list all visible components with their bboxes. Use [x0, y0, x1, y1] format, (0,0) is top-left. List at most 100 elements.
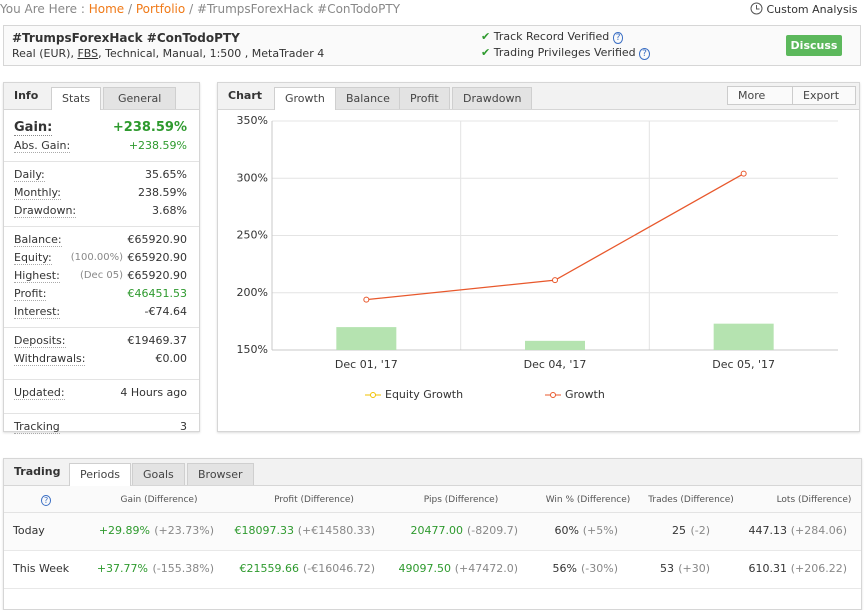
stat-value: 4 Hours ago — [120, 386, 187, 399]
cell-diff: (-8209.7) — [466, 524, 518, 537]
table-row — [4, 513, 861, 551]
table-row — [4, 551, 861, 589]
column-header: Lots (Difference) — [776, 495, 852, 505]
period-label: This Week — [13, 562, 70, 575]
verified: ✔ Track Record Verified ? — [481, 30, 624, 44]
stat-label: Daily: — [14, 168, 45, 182]
tab[interactable]: Drawdown — [452, 87, 533, 109]
stat-label: Withdrawals: — [14, 352, 86, 366]
breadcrumb-link[interactable]: Portfolio — [135, 2, 186, 16]
subtitle-text: Real (EUR), — [12, 47, 78, 60]
help-icon: ? — [41, 495, 52, 506]
cell-diff: (-30%) — [580, 562, 618, 575]
stat-label: Interest: — [14, 305, 61, 319]
tab[interactable]: Periods — [69, 463, 132, 486]
stat-label: Drawdown: — [14, 204, 77, 218]
breadcrumb-link[interactable]: Home — [88, 2, 125, 16]
breadcrumb-prefix: You Are Here : — [0, 2, 85, 16]
cell-value: 49097.50 — [398, 562, 452, 575]
tab[interactable]: Browser — [187, 463, 254, 485]
help-icon[interactable]: ? — [612, 32, 624, 44]
stat-value: €46451.53 — [127, 287, 188, 300]
column-header: Gain (Difference) — [120, 495, 198, 505]
stat-value: 238.59% — [138, 186, 187, 199]
more-button[interactable]: More — [727, 86, 794, 105]
clock-icon — [750, 2, 763, 15]
cell-value: 60% — [554, 524, 579, 537]
cell-value: €18097.33 — [234, 524, 295, 537]
cell-diff: (-€16046.72) — [302, 562, 375, 575]
stat-label: Updated: — [14, 386, 65, 400]
separator — [4, 327, 199, 328]
breadcrumb-current: #TrumpsForexHack #ConTodoPTY — [196, 2, 401, 16]
subtitle-text: , Technical, Manual, 1:500 , MetaTrader … — [98, 47, 325, 60]
header: #TrumpsForexHack #ConTodoPTY Real (EUR),… — [3, 25, 861, 66]
panel-label: Info — [14, 89, 39, 102]
custom-analysis-label[interactable]: Custom Analysis — [766, 3, 858, 16]
cell-diff: (+23.73%) — [154, 524, 214, 537]
check-icon: ✔ — [481, 30, 491, 43]
tab[interactable]: Balance — [335, 87, 401, 109]
cell-diff: (+30) — [678, 562, 710, 575]
cell-value: 610.31 — [748, 562, 788, 575]
stat-label: Monthly: — [14, 186, 61, 200]
cell-diff: (-155.38%) — [152, 562, 215, 575]
stat-label: Profit: — [14, 287, 47, 301]
column-header: Trades (Difference) — [648, 495, 734, 505]
cell-diff: (+284.06) — [790, 524, 847, 537]
breadcrumb-separator: / — [189, 2, 194, 16]
stat-note: (100.00%) — [70, 252, 123, 263]
cell-value: 447.13 — [748, 524, 788, 537]
check-icon: ✔ — [481, 46, 491, 59]
cell-value: 53 — [660, 562, 674, 575]
tab[interactable]: Stats — [51, 87, 102, 110]
cell-value: 25 — [672, 524, 686, 537]
cell-diff: (+206.22) — [790, 562, 847, 575]
stat-label: Deposits: — [14, 334, 66, 348]
gain-value: +238.59% — [112, 120, 187, 135]
stat-value: €0.00 — [155, 352, 188, 365]
info-panel: Info Stats General Gain: +238.59% Abs. G… — [3, 82, 200, 434]
panel-label: Trading — [14, 465, 61, 478]
account-title: #TrumpsForexHack #ConTodoPTY — [12, 31, 240, 45]
tab[interactable]: Growth — [274, 87, 336, 110]
stat-value: €19469.37 — [127, 334, 188, 347]
cell-diff: (+€14580.33) — [297, 524, 375, 537]
stat-value: 3.68% — [152, 204, 187, 217]
stat-value: +238.59% — [128, 139, 187, 152]
tab[interactable]: General — [103, 87, 177, 109]
tab[interactable]: Profit — [399, 87, 450, 109]
tab[interactable]: Goals — [132, 463, 185, 485]
verified-label: Trading Privileges Verified — [493, 46, 636, 59]
stat-label: Abs. Gain: — [14, 139, 71, 153]
verified: ✔ Trading Privileges Verified ? — [481, 46, 650, 60]
stat-label: Equity: — [14, 251, 52, 265]
breadcrumb-separator: / — [127, 2, 133, 16]
tab-bar: Trading Periods Goals Browser — [4, 459, 861, 486]
cell-value: 20477.00 — [410, 524, 464, 537]
broker-link[interactable]: FBS — [77, 47, 99, 60]
stat-note: (Dec 05) — [79, 270, 123, 281]
verified-label: Track Record Verified — [493, 30, 610, 43]
tab-bar: Info Stats General — [4, 83, 199, 110]
stat-value: €65920.90 — [127, 269, 188, 282]
period-label: Today — [13, 524, 45, 537]
custom-analysis[interactable]: Custom Analysis — [750, 2, 857, 16]
help-icon[interactable]: ? — [639, 48, 650, 60]
trading-panel: Trading Periods Goals Browser ? Gain (Dif… — [3, 458, 862, 610]
cell-diff: (-2) — [690, 524, 710, 537]
stat-value: €65920.90 — [127, 251, 188, 264]
stat-value: 3 — [180, 420, 187, 433]
stat-label: Highest: — [14, 269, 60, 283]
tab-bar: Chart Growth Balance Profit Drawdown Mor… — [218, 83, 859, 110]
header-row — [4, 486, 861, 513]
discuss-button[interactable]: Discuss — [786, 35, 842, 56]
cell-diff: (+47472.0) — [454, 562, 518, 575]
separator — [4, 226, 199, 227]
stat-label: Tracking — [14, 420, 60, 434]
cell-value: +37.77% — [96, 562, 148, 575]
gain-label: Gain: — [14, 120, 53, 136]
export-button[interactable]: Export — [792, 86, 856, 105]
cell-value: 56% — [552, 562, 577, 575]
